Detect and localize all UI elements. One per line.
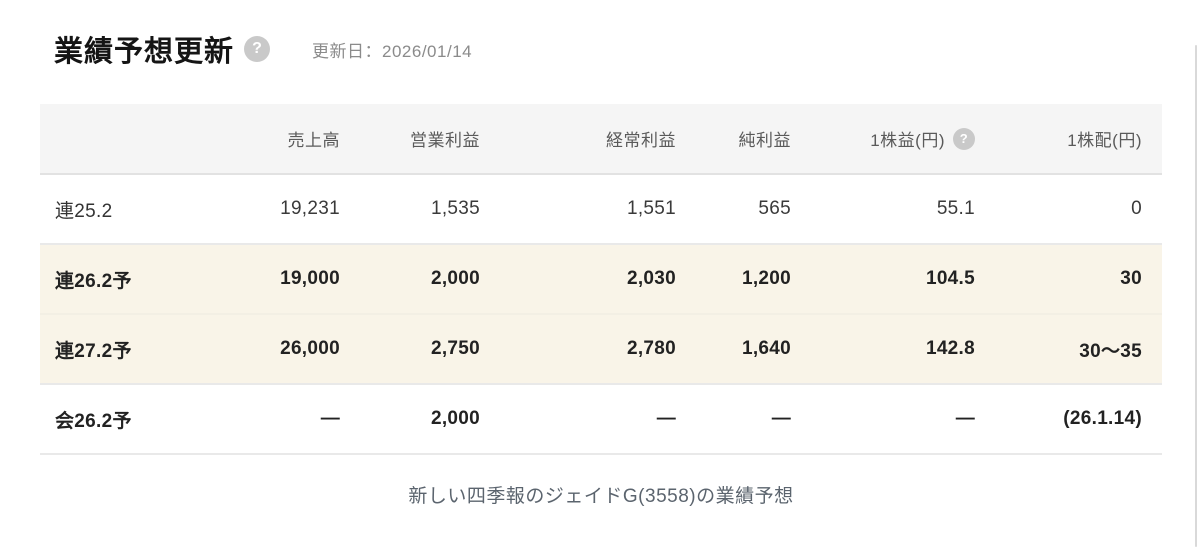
cell-operating-profit: 2,000 xyxy=(340,384,480,455)
col-header-net-profit: 純利益 xyxy=(676,104,791,175)
table-row-forecast-27-2: 連27.2予 26,000 2,750 2,780 1,640 142.8 30… xyxy=(40,314,1162,385)
cell-sales: 19,231 xyxy=(200,174,340,245)
col-header-sales: 売上高 xyxy=(200,104,340,175)
cell-sales: 26,000 xyxy=(200,314,340,385)
title-help-icon[interactable]: ? xyxy=(244,36,271,62)
row-label: 連26.2予 xyxy=(40,244,200,315)
row-label: 会26.2予 xyxy=(40,384,200,455)
cell-operating-profit: 2,000 xyxy=(340,244,480,315)
col-header-blank xyxy=(40,104,200,175)
page-title: 業績予想更新 xyxy=(54,36,235,68)
table-row-actual-25-2: 連25.2 19,231 1,535 1,551 565 55.1 0 xyxy=(40,174,1162,245)
forecast-table: 売上高 営業利益 経常利益 純利益 1株益(円) ? 1株配(円) 連25.2 … xyxy=(40,104,1162,455)
col-header-eps-label: 1株益(円) xyxy=(870,131,945,150)
col-header-operating-profit: 営業利益 xyxy=(340,104,480,175)
cell-net-profit: — xyxy=(676,384,791,455)
col-header-dividend: 1株配(円) xyxy=(975,104,1162,175)
cell-ordinary-profit: — xyxy=(480,384,676,455)
row-label: 連27.2予 xyxy=(40,314,200,385)
table-row-company-forecast-26-2: 会26.2予 — 2,000 — — — (26.1.14) xyxy=(40,384,1162,455)
table-caption: 新しい四季報のジェイドG(3558)の業績予想 xyxy=(408,486,794,507)
cell-eps: — xyxy=(791,384,975,455)
vertical-divider xyxy=(1195,45,1197,547)
cell-dividend: 0 xyxy=(975,174,1162,245)
col-header-eps: 1株益(円) ? xyxy=(791,104,975,175)
panel-header: 業績予想更新 ? 更新日：2026/01/14 xyxy=(54,27,1200,71)
cell-sales: — xyxy=(200,384,340,455)
cell-ordinary-profit: 2,780 xyxy=(480,314,676,385)
cell-ordinary-profit: 1,551 xyxy=(480,174,676,245)
eps-help-icon[interactable]: ? xyxy=(953,127,975,150)
cell-dividend: (26.1.14) xyxy=(975,384,1162,455)
row-label: 連25.2 xyxy=(40,174,200,245)
updated-date-label: 更新日：2026/01/14 xyxy=(312,41,473,61)
cell-ordinary-profit: 2,030 xyxy=(480,244,676,315)
col-header-ordinary-profit: 経常利益 xyxy=(480,104,676,175)
cell-operating-profit: 2,750 xyxy=(340,314,480,385)
cell-sales: 19,000 xyxy=(200,244,340,315)
earnings-forecast-panel: 業績予想更新 ? 更新日：2026/01/14 売上高 営業利益 経常利益 純利… xyxy=(0,27,1200,560)
cell-eps: 55.1 xyxy=(791,174,975,245)
cell-net-profit: 1,200 xyxy=(676,244,791,315)
cell-net-profit: 565 xyxy=(676,174,791,245)
cell-eps: 104.5 xyxy=(791,244,975,315)
cell-dividend: 30〜35 xyxy=(975,314,1162,385)
table-header-row: 売上高 営業利益 経常利益 純利益 1株益(円) ? 1株配(円) xyxy=(40,104,1162,175)
cell-eps: 142.8 xyxy=(791,314,975,385)
cell-dividend: 30 xyxy=(975,244,1162,315)
cell-operating-profit: 1,535 xyxy=(340,174,480,245)
table-row-forecast-26-2: 連26.2予 19,000 2,000 2,030 1,200 104.5 30 xyxy=(40,244,1162,315)
cell-net-profit: 1,640 xyxy=(676,314,791,385)
